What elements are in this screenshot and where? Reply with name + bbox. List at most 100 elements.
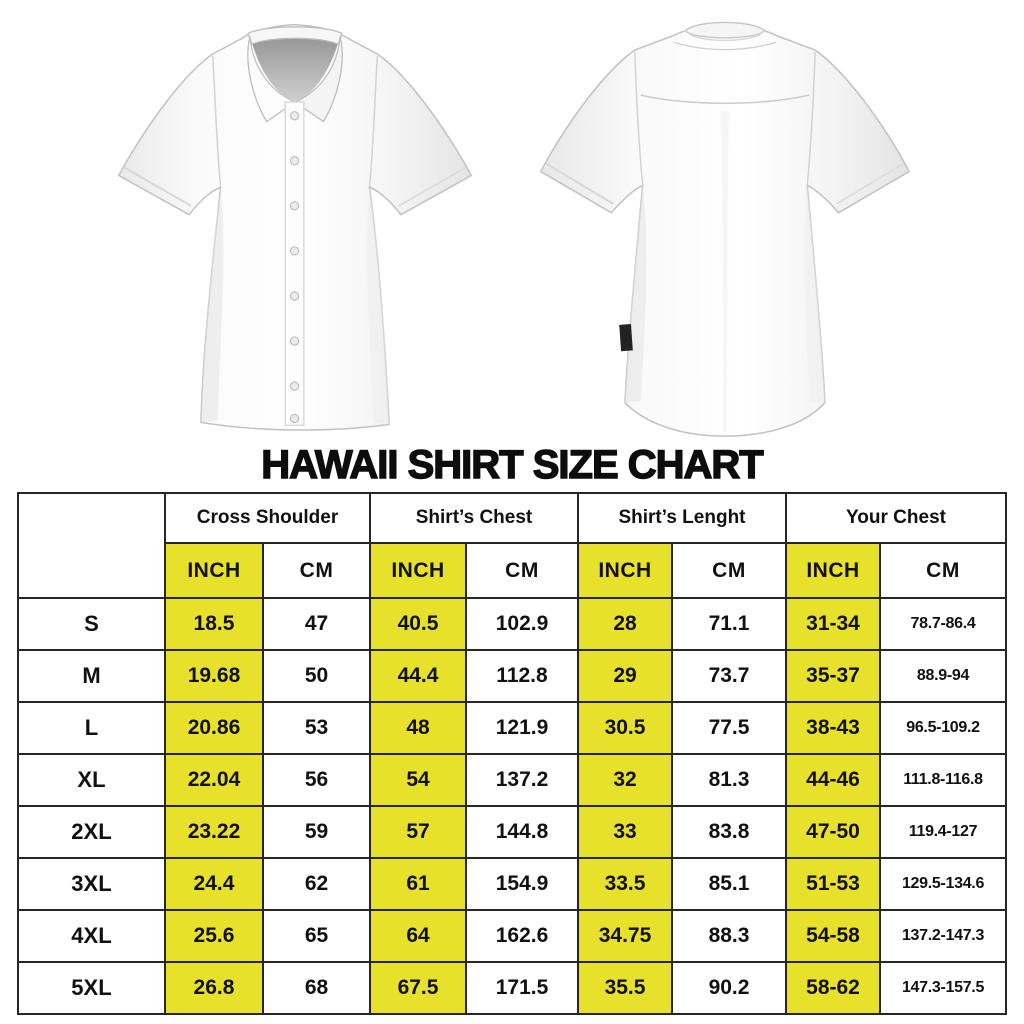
cm-value-cell: 90.2 bbox=[671, 961, 787, 1015]
inch-value-cell: 33.5 bbox=[577, 857, 673, 911]
table-row: 3XL 24.4 62 61 154.9 33.5 85.1 51-53 129.5-134.6 bbox=[16, 857, 1007, 911]
cm-value-cell: 77.5 bbox=[671, 701, 787, 755]
cm-value-cell: 59 bbox=[261, 805, 372, 859]
shirt-back-image bbox=[539, 21, 911, 437]
inch-value-cell: 40.5 bbox=[369, 597, 467, 651]
cm-value-cell: 154.9 bbox=[465, 857, 579, 911]
inch-value-cell: 29 bbox=[577, 649, 673, 703]
size-table: Cross Shoulder Shirt’s Chest Shirt’s Len… bbox=[16, 492, 1007, 1015]
unit-header-cm: CM bbox=[465, 542, 579, 599]
cm-value-cell: 56 bbox=[261, 753, 372, 807]
inch-value-cell: 23.22 bbox=[163, 805, 264, 859]
cm-value-cell: 53 bbox=[261, 701, 372, 755]
cm-value-cell: 96.5-109.2 bbox=[879, 701, 1007, 755]
inch-value-cell: 28 bbox=[577, 597, 673, 651]
unit-header-cm: CM bbox=[879, 542, 1007, 599]
inch-value-cell: 48 bbox=[369, 701, 467, 755]
size-label: M bbox=[16, 649, 166, 703]
group-header-row: Cross Shoulder Shirt’s Chest Shirt’s Len… bbox=[16, 492, 1007, 599]
cm-value-cell: 171.5 bbox=[465, 961, 579, 1015]
shirt-side-tag bbox=[619, 324, 633, 352]
unit-header-row: INCH CM INCH CM INCH CM INCH CM bbox=[18, 542, 1007, 599]
inch-value-cell: 58-62 bbox=[785, 961, 881, 1015]
inch-value-cell: 44-46 bbox=[785, 753, 881, 807]
unit-header-inch: INCH bbox=[577, 542, 673, 599]
size-label: XL bbox=[16, 753, 166, 807]
inch-value-cell: 22.04 bbox=[163, 753, 264, 807]
cm-value-cell: 73.7 bbox=[671, 649, 787, 703]
inch-value-cell: 35.5 bbox=[577, 961, 673, 1015]
cm-value-cell: 102.9 bbox=[465, 597, 579, 651]
inch-value-cell: 57 bbox=[369, 805, 467, 859]
cm-value-cell: 88.3 bbox=[671, 909, 787, 963]
table-row: XL 22.04 56 54 137.2 32 81.3 44-46 111.8-116.8 bbox=[16, 753, 1007, 807]
unit-header-inch: INCH bbox=[785, 542, 881, 599]
inch-value-cell: 67.5 bbox=[369, 961, 467, 1015]
cm-value-cell: 85.1 bbox=[671, 857, 787, 911]
inch-value-cell: 31-34 bbox=[785, 597, 881, 651]
size-label: 2XL bbox=[16, 805, 166, 859]
table-row: 5XL 26.8 68 67.5 171.5 35.5 90.2 58-62 147.3-157… bbox=[16, 961, 1007, 1015]
cm-value-cell: 144.8 bbox=[465, 805, 579, 859]
table-row: M 19.68 50 44.4 112.8 29 73.7 35-37 88.9-94 bbox=[16, 649, 1007, 703]
cm-value-cell: 50 bbox=[261, 649, 372, 703]
table-row: 2XL 23.22 59 57 144.8 33 83.8 47-50 119.4-127 bbox=[16, 805, 1007, 859]
size-label: 4XL bbox=[16, 909, 166, 963]
inch-value-cell: 54-58 bbox=[785, 909, 881, 963]
inch-value-cell: 25.6 bbox=[163, 909, 264, 963]
unit-header-inch: INCH bbox=[163, 542, 264, 599]
cm-value-cell: 111.8-116.8 bbox=[879, 753, 1007, 807]
cm-value-cell: 47 bbox=[261, 597, 372, 651]
inch-value-cell: 26.8 bbox=[163, 961, 264, 1015]
inch-value-cell: 61 bbox=[369, 857, 467, 911]
cm-value-cell: 71.1 bbox=[671, 597, 787, 651]
size-label: L bbox=[16, 701, 166, 755]
cm-value-cell: 88.9-94 bbox=[879, 649, 1007, 703]
corner-cell bbox=[16, 492, 166, 599]
cm-value-cell: 65 bbox=[261, 909, 372, 963]
cm-value-cell: 137.2 bbox=[465, 753, 579, 807]
cm-value-cell: 81.3 bbox=[671, 753, 787, 807]
inch-value-cell: 24.4 bbox=[163, 857, 264, 911]
inch-value-cell: 44.4 bbox=[369, 649, 467, 703]
inch-value-cell: 33 bbox=[577, 805, 673, 859]
table-row: S 18.5 47 40.5 102.9 28 71.1 31-34 78.7-86.4 bbox=[16, 597, 1007, 651]
cm-value-cell: 121.9 bbox=[465, 701, 579, 755]
inch-value-cell: 54 bbox=[369, 753, 467, 807]
cm-value-cell: 62 bbox=[261, 857, 372, 911]
unit-header-inch: INCH bbox=[369, 542, 467, 599]
page-title: HAWAII SHIRT SIZE CHART bbox=[261, 442, 765, 487]
cm-value-cell: 119.4-127 bbox=[879, 805, 1007, 859]
inch-value-cell: 19.68 bbox=[163, 649, 264, 703]
size-table-body: S 18.5 47 40.5 102.9 28 71.1 31-34 78.7-86.4 M 19.… bbox=[16, 597, 1007, 1015]
cm-value-cell: 68 bbox=[261, 961, 372, 1015]
unit-header-cm: CM bbox=[671, 542, 787, 599]
inch-value-cell: 51-53 bbox=[785, 857, 881, 911]
table-row: 4XL 25.6 65 64 162.6 34.75 88.3 54-58 137.2-147.… bbox=[16, 909, 1007, 963]
size-label: S bbox=[16, 597, 166, 651]
table-row: L 20.86 53 48 121.9 30.5 77.5 38-43 96.5-109.2 bbox=[16, 701, 1007, 755]
cm-value-cell: 147.3-157.5 bbox=[879, 961, 1007, 1015]
inch-value-cell: 20.86 bbox=[163, 701, 264, 755]
unit-header-cm: CM bbox=[261, 542, 372, 599]
cm-value-cell: 78.7-86.4 bbox=[879, 597, 1007, 651]
size-label: 5XL bbox=[16, 961, 166, 1015]
group-header-shirts-chest: Shirt’s Chest bbox=[369, 492, 579, 544]
group-header-shirts-length: Shirt’s Lenght bbox=[577, 492, 787, 544]
inch-value-cell: 34.75 bbox=[577, 909, 673, 963]
cm-value-cell: 137.2-147.3 bbox=[879, 909, 1007, 963]
inch-value-cell: 18.5 bbox=[163, 597, 264, 651]
group-header-your-chest: Your Chest bbox=[785, 492, 1007, 544]
inch-value-cell: 47-50 bbox=[785, 805, 881, 859]
group-header-cross-shoulder: Cross Shoulder bbox=[163, 492, 372, 544]
inch-value-cell: 30.5 bbox=[577, 701, 673, 755]
cm-value-cell: 83.8 bbox=[671, 805, 787, 859]
cm-value-cell: 162.6 bbox=[465, 909, 579, 963]
size-label: 3XL bbox=[16, 857, 166, 911]
shirt-images-section bbox=[0, 0, 1024, 442]
inch-value-cell: 32 bbox=[577, 753, 673, 807]
cm-value-cell: 112.8 bbox=[465, 649, 579, 703]
cm-value-cell: 129.5-134.6 bbox=[879, 857, 1007, 911]
inch-value-cell: 64 bbox=[369, 909, 467, 963]
